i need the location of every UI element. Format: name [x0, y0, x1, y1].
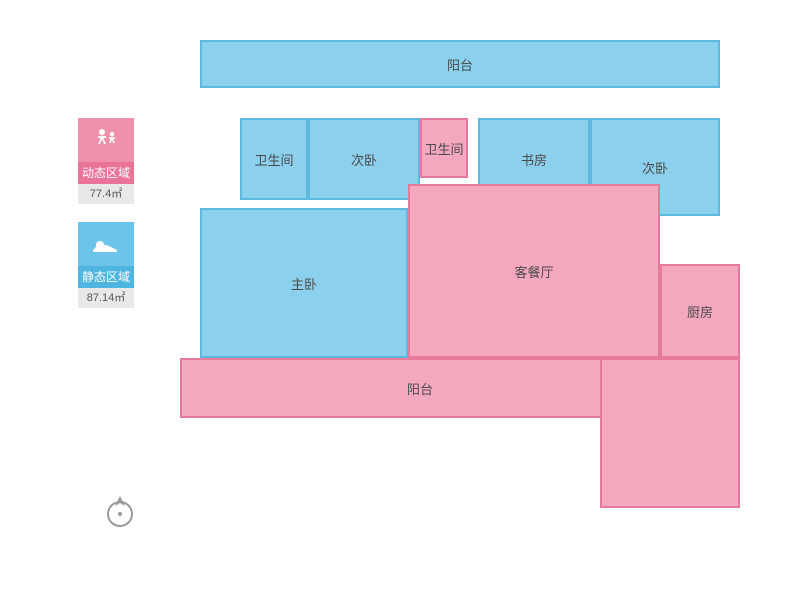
room-label: 书房	[521, 150, 547, 169]
legend-value-dynamic: 77.4㎡	[78, 184, 134, 204]
people-icon	[78, 118, 134, 162]
room-label: 厨房	[687, 302, 713, 321]
room-bathroom-left: 卫生间	[240, 118, 308, 200]
room-living-dining: 客餐厅	[408, 184, 660, 358]
room-balcony-top: 阳台	[200, 40, 720, 88]
room-label: 主卧	[291, 274, 317, 293]
legend-label-static: 静态区域	[78, 266, 134, 288]
room-balcony-bottom-ext	[600, 358, 740, 508]
room-kitchen: 厨房	[660, 264, 740, 358]
legend-value-static: 87.14㎡	[78, 288, 134, 308]
room-label: 卫生间	[424, 139, 463, 158]
room-master-bedroom: 主卧	[200, 208, 408, 358]
sleep-icon	[78, 222, 134, 266]
floorplan: 阳台卫生间次卧卫生间书房次卧主卧客餐厅厨房阳台	[180, 40, 760, 560]
room-bathroom-mid: 卫生间	[420, 118, 468, 178]
room-label: 卫生间	[254, 150, 293, 169]
room-label: 次卧	[642, 158, 668, 177]
room-label: 阳台	[447, 55, 473, 74]
room-balcony-bottom: 阳台	[180, 358, 660, 418]
legend-label-dynamic: 动态区域	[78, 162, 134, 184]
legend-panel: 动态区域 77.4㎡ 静态区域 87.14㎡	[78, 118, 142, 326]
room-bedroom2-left: 次卧	[308, 118, 420, 200]
legend-item-dynamic: 动态区域 77.4㎡	[78, 118, 142, 204]
compass-icon	[100, 490, 140, 535]
room-label: 客餐厅	[514, 262, 553, 281]
room-label: 阳台	[407, 379, 433, 398]
room-label: 次卧	[351, 150, 377, 169]
legend-item-static: 静态区域 87.14㎡	[78, 222, 142, 308]
